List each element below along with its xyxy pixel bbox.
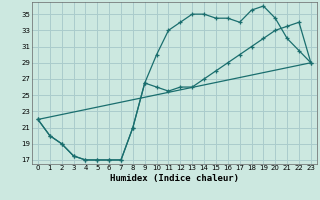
X-axis label: Humidex (Indice chaleur): Humidex (Indice chaleur) bbox=[110, 174, 239, 183]
